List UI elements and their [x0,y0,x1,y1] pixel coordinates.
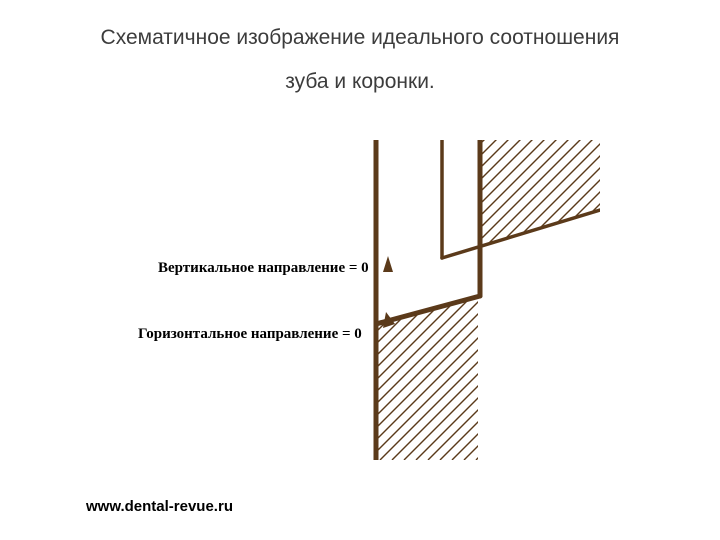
tooth-crown-diagram [170,140,600,460]
source-url-text: www.dental-revue.ru [86,498,233,515]
title-line-2: зуба и коронки. [285,70,435,93]
slide-title: Схематичное изображение идеального соотн… [0,16,720,104]
label-horizontal-direction: Горизонтальное направление = 0 [138,326,362,343]
label-vertical-direction: Вертикальное направление = 0 [158,260,369,277]
diagram-container: Вертикальное направление = 0 Горизонталь… [170,140,600,460]
title-line-1: Схематичное изображение идеального соотн… [101,26,620,49]
